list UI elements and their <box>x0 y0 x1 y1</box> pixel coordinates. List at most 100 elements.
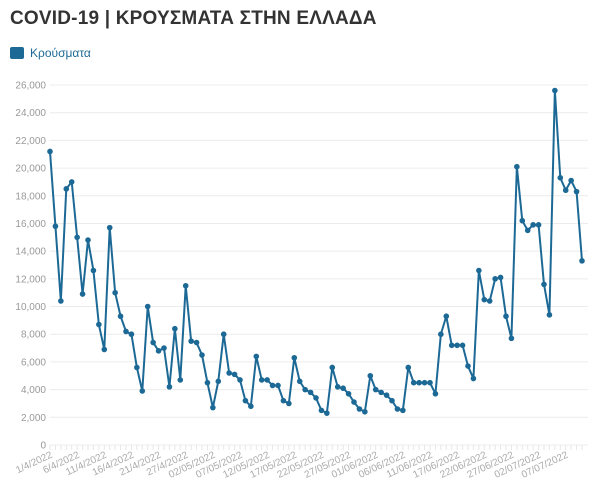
data-point[interactable] <box>280 397 287 404</box>
data-point[interactable] <box>362 408 368 415</box>
data-point[interactable] <box>329 364 336 371</box>
data-point[interactable] <box>193 339 200 346</box>
data-point[interactable] <box>106 224 113 231</box>
data-point[interactable] <box>394 406 401 412</box>
data-point[interactable] <box>68 179 75 185</box>
data-point[interactable] <box>52 223 59 230</box>
data-point[interactable] <box>237 377 243 383</box>
data-point[interactable] <box>144 303 151 310</box>
data-point[interactable] <box>291 354 298 361</box>
data-point[interactable] <box>117 313 124 320</box>
data-point[interactable] <box>188 338 194 344</box>
data-point[interactable] <box>123 328 129 335</box>
data-point[interactable] <box>318 407 325 414</box>
data-point[interactable] <box>573 188 580 195</box>
data-point[interactable] <box>85 237 91 243</box>
data-point[interactable] <box>182 282 189 289</box>
data-point[interactable] <box>231 371 238 378</box>
data-point[interactable] <box>514 163 520 170</box>
data-point[interactable] <box>497 274 504 281</box>
data-point[interactable] <box>421 379 428 386</box>
data-point[interactable] <box>253 353 260 360</box>
data-point[interactable] <box>416 379 422 386</box>
data-point[interactable] <box>503 313 509 320</box>
data-point[interactable] <box>226 370 232 376</box>
data-point[interactable] <box>58 298 64 304</box>
data-point[interactable] <box>264 377 270 383</box>
data-point[interactable] <box>389 397 395 404</box>
data-point[interactable] <box>150 339 156 346</box>
data-point[interactable] <box>172 325 178 332</box>
data-point[interactable] <box>432 390 439 397</box>
data-point[interactable] <box>405 364 412 371</box>
data-point[interactable] <box>459 342 466 349</box>
data-point[interactable] <box>210 404 216 411</box>
data-point[interactable] <box>378 389 384 396</box>
data-point[interactable] <box>443 313 450 320</box>
data-point[interactable] <box>215 378 222 385</box>
data-point[interactable] <box>177 377 184 383</box>
data-point[interactable] <box>166 384 173 390</box>
data-point[interactable] <box>492 276 498 282</box>
data-point[interactable] <box>302 386 308 393</box>
data-point[interactable] <box>134 364 140 371</box>
data-point[interactable] <box>546 312 553 318</box>
data-point[interactable] <box>535 222 542 228</box>
data-point[interactable] <box>79 291 86 297</box>
data-point[interactable] <box>454 342 460 349</box>
data-point[interactable] <box>367 372 374 379</box>
data-point[interactable] <box>334 384 341 390</box>
data-point[interactable] <box>568 177 574 184</box>
data-point[interactable] <box>562 187 569 194</box>
data-point[interactable] <box>448 342 455 349</box>
data-point[interactable] <box>470 375 477 382</box>
data-point[interactable] <box>345 390 352 397</box>
data-point[interactable] <box>74 234 80 241</box>
data-point[interactable] <box>112 289 118 296</box>
data-point[interactable] <box>372 386 379 393</box>
data-point[interactable] <box>242 397 249 404</box>
data-point[interactable] <box>410 379 417 386</box>
data-point[interactable] <box>204 379 211 386</box>
data-point[interactable] <box>530 222 536 228</box>
data-point[interactable] <box>481 296 488 303</box>
data-point[interactable] <box>519 217 526 224</box>
data-point[interactable] <box>579 258 585 264</box>
data-point[interactable] <box>427 379 433 386</box>
data-point[interactable] <box>400 407 406 414</box>
data-point[interactable] <box>90 267 97 274</box>
data-point[interactable] <box>383 392 390 398</box>
data-point[interactable] <box>258 377 265 383</box>
data-point[interactable] <box>313 395 319 401</box>
data-point[interactable] <box>63 186 70 192</box>
data-point[interactable] <box>541 281 547 288</box>
data-point[interactable] <box>508 335 515 342</box>
data-point[interactable] <box>275 382 281 389</box>
data-point[interactable] <box>155 348 162 354</box>
data-point[interactable] <box>47 148 53 155</box>
data-point[interactable] <box>552 87 558 94</box>
data-point[interactable] <box>128 331 135 338</box>
data-point[interactable] <box>248 403 254 410</box>
legend[interactable]: Κρούσματα <box>10 46 91 60</box>
data-point[interactable] <box>220 331 227 338</box>
data-point[interactable] <box>139 388 146 394</box>
data-point[interactable] <box>296 378 303 385</box>
data-point[interactable] <box>161 345 167 351</box>
data-point[interactable] <box>96 321 102 328</box>
data-point[interactable] <box>465 363 471 369</box>
data-point[interactable] <box>101 346 108 353</box>
data-point[interactable] <box>307 389 314 396</box>
data-point[interactable] <box>340 385 346 392</box>
data-point[interactable] <box>438 331 444 338</box>
data-point[interactable] <box>476 267 482 274</box>
data-point[interactable] <box>351 399 357 405</box>
data-point[interactable] <box>324 410 330 416</box>
data-point[interactable] <box>557 174 564 181</box>
data-point[interactable] <box>356 406 363 412</box>
data-point[interactable] <box>286 400 292 407</box>
data-point[interactable] <box>524 227 531 234</box>
data-point[interactable] <box>199 352 205 358</box>
data-point[interactable] <box>269 382 276 389</box>
data-point[interactable] <box>486 298 493 304</box>
